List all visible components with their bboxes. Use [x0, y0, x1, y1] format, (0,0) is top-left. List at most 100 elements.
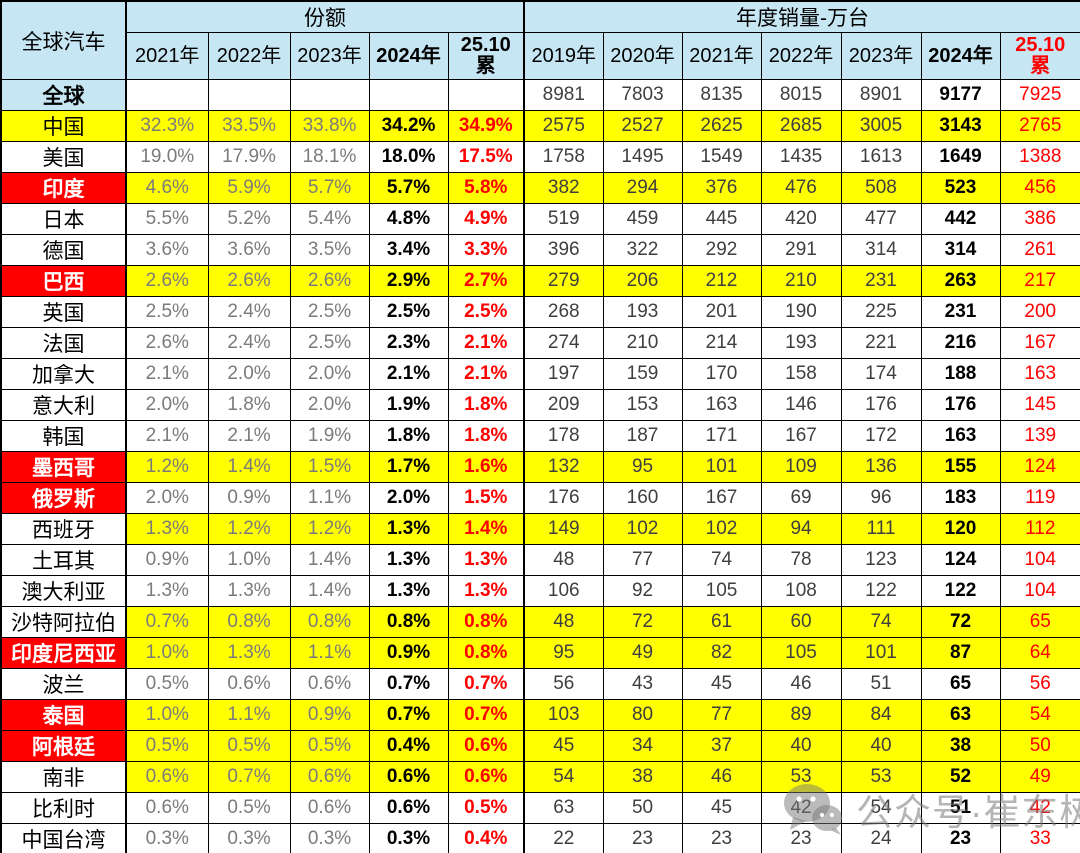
sales-cell: 8981: [523, 79, 604, 111]
sales-cell: 1435: [760, 141, 842, 173]
row-label: 法国: [0, 327, 127, 359]
share-cell: 0.7%: [207, 761, 291, 793]
sales-cell: 49: [999, 761, 1080, 793]
share-cell: 1.1%: [207, 699, 291, 731]
table-row: 西班牙 1.3% 1.2% 1.2% 1.3% 1.4% 149 102 102 94 111 120…: [0, 513, 1080, 545]
table-row: 中国台湾 0.3% 0.3% 0.3% 0.3% 0.4% 22 23 23 23 24 23 33: [0, 823, 1080, 853]
share-cell: 0.6%: [289, 792, 370, 824]
sales-cell: 155: [920, 451, 1001, 483]
sales-cell: 51: [920, 792, 1001, 824]
share-cell: 1.3%: [368, 575, 449, 607]
share-cell: 33.5%: [207, 110, 291, 142]
sales-cell: 174: [840, 358, 922, 390]
sales-cell: 2575: [523, 110, 604, 142]
share-cell: 5.4%: [289, 203, 370, 235]
sales-cell: 56: [999, 668, 1080, 700]
sales-cell: 171: [681, 420, 762, 452]
sales-cell: 63: [523, 792, 604, 824]
sales-cell: 84: [840, 699, 922, 731]
table-row: 英国 2.5% 2.4% 2.5% 2.5% 2.5% 268 193 201 190 225 231…: [0, 296, 1080, 328]
share-cell: 5.7%: [289, 172, 370, 204]
sales-cell: 1649: [920, 141, 1001, 173]
row-label: 美国: [0, 141, 127, 173]
sales-cell: 456: [999, 172, 1080, 204]
share-cell: 2.4%: [207, 296, 291, 328]
share-cell: 2.5%: [125, 296, 209, 328]
share-cell: [207, 79, 291, 111]
sales-cell: 52: [920, 761, 1001, 793]
col-header-share-4: 25.10 累: [447, 32, 525, 80]
table-row: 日本 5.5% 5.2% 5.4% 4.8% 4.9% 519 459 445 420 477 442…: [0, 203, 1080, 235]
share-cell: 0.5%: [125, 730, 209, 762]
share-cell: 0.3%: [125, 823, 209, 853]
row-label: 巴西: [0, 265, 127, 297]
share-cell: 1.3%: [368, 513, 449, 545]
col-header-sales-2: 2021年: [681, 32, 762, 80]
sales-cell: 22: [523, 823, 604, 853]
table-row: 加拿大 2.1% 2.0% 2.0% 2.1% 2.1% 197 159 170 158 174 18…: [0, 358, 1080, 390]
share-cell: 0.3%: [207, 823, 291, 853]
sales-cell: 274: [523, 327, 604, 359]
sales-cell: 101: [681, 451, 762, 483]
row-label: 日本: [0, 203, 127, 235]
sales-cell: 95: [523, 637, 604, 669]
share-cell: 17.9%: [207, 141, 291, 173]
sales-cell: 523: [920, 172, 1001, 204]
share-cell: 2.0%: [289, 389, 370, 421]
sales-cell: 103: [523, 699, 604, 731]
sales-cell: 477: [840, 203, 922, 235]
sales-cell: 74: [681, 544, 762, 576]
share-cell: 0.3%: [289, 823, 370, 853]
col-header-share-1: 2022年: [207, 32, 291, 80]
sales-cell: 54: [523, 761, 604, 793]
sales-cell: 1549: [681, 141, 762, 173]
sales-cell: 38: [920, 730, 1001, 762]
share-cell: 0.7%: [368, 668, 449, 700]
sales-cell: 172: [840, 420, 922, 452]
sales-cell: 24: [840, 823, 922, 853]
sales-cell: 9177: [920, 79, 1001, 111]
sales-cell: 23: [760, 823, 842, 853]
sales-cell: 104: [999, 575, 1080, 607]
sales-cell: 386: [999, 203, 1080, 235]
share-cell: 1.0%: [125, 699, 209, 731]
sales-cell: 48: [523, 606, 604, 638]
share-cell: 2.0%: [368, 482, 449, 514]
row-label: 中国台湾: [0, 823, 127, 853]
share-cell: 3.6%: [125, 234, 209, 266]
sales-cell: 210: [602, 327, 683, 359]
share-cell: 2.6%: [289, 265, 370, 297]
sales-cell: 8135: [681, 79, 762, 111]
share-cell: 2.1%: [447, 327, 525, 359]
table-row: 中国 32.3% 33.5% 33.8% 34.2% 34.9% 2575 2527 2625 2…: [0, 110, 1080, 142]
sales-cell: 122: [840, 575, 922, 607]
row-label: 泰国: [0, 699, 127, 731]
sales-cell: 176: [523, 482, 604, 514]
share-cell: 0.5%: [207, 730, 291, 762]
sales-cell: 178: [523, 420, 604, 452]
sales-cell: 23: [681, 823, 762, 853]
sales-cell: 396: [523, 234, 604, 266]
share-cell: 2.5%: [368, 296, 449, 328]
share-cell: 0.8%: [447, 637, 525, 669]
sales-cell: 77: [681, 699, 762, 731]
share-cell: 1.2%: [125, 451, 209, 483]
share-cell: 2.1%: [368, 358, 449, 390]
share-cell: 1.9%: [289, 420, 370, 452]
sales-cell: 3005: [840, 110, 922, 142]
share-cell: 0.5%: [447, 792, 525, 824]
share-cell: 32.3%: [125, 110, 209, 142]
share-cell: 1.4%: [289, 544, 370, 576]
share-cell: 0.8%: [289, 606, 370, 638]
share-cell: 4.9%: [447, 203, 525, 235]
sales-cell: 167: [760, 420, 842, 452]
table-row: 阿根廷 0.5% 0.5% 0.5% 0.4% 0.6% 45 34 37 40 40 38 50: [0, 730, 1080, 762]
sales-cell: 190: [760, 296, 842, 328]
share-cell: 2.6%: [125, 327, 209, 359]
col-header-sales-5: 2024年: [920, 32, 1001, 80]
row-label: 波兰: [0, 668, 127, 700]
sales-cell: 263: [920, 265, 1001, 297]
sales-cell: 37: [681, 730, 762, 762]
share-cell: 0.6%: [125, 761, 209, 793]
share-cell: 2.1%: [125, 420, 209, 452]
